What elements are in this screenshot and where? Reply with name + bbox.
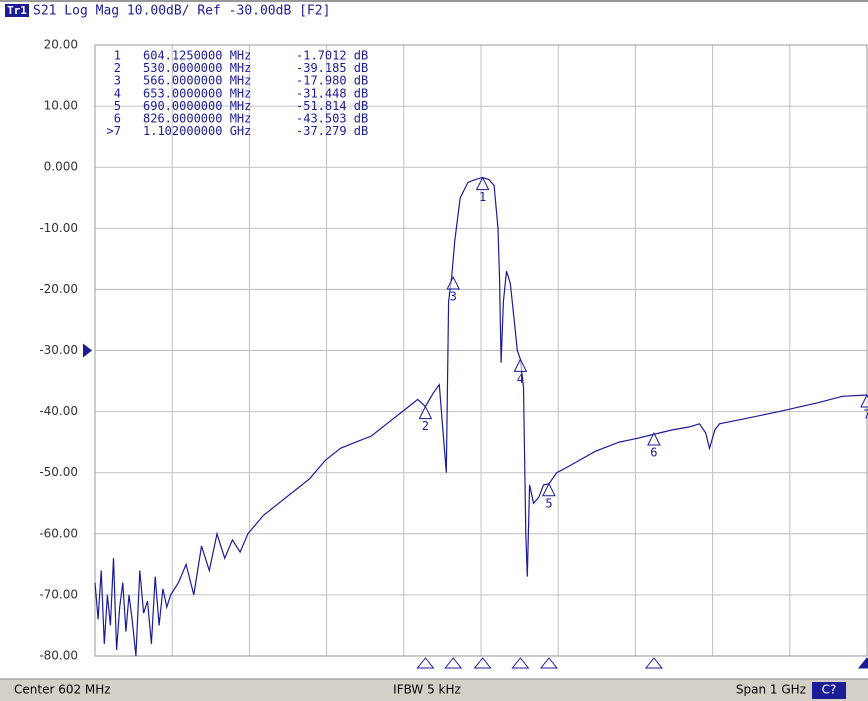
- marker-stimulus: [539, 657, 558, 669]
- y-tick-label: -60.00: [39, 526, 78, 540]
- y-tick-label: -30.00: [39, 343, 78, 357]
- marker: [647, 431, 661, 446]
- marker-list-frequency: 530.0000000 MHz: [143, 61, 251, 75]
- marker-list-id: 1: [114, 49, 121, 63]
- marker-label: 7: [863, 407, 868, 421]
- marker-label: 5: [545, 496, 552, 510]
- trace-badge: [5, 4, 29, 17]
- marker-list-frequency: 653.0000000 MHz: [143, 86, 251, 100]
- marker: [542, 482, 556, 497]
- marker-list-value: -43.503 dB: [296, 112, 368, 126]
- y-tick-label: 20.00: [44, 38, 78, 52]
- marker-list-frequency: 604.1250000 MHz: [143, 49, 251, 63]
- marker-list-frequency: 690.0000000 MHz: [143, 99, 251, 113]
- marker-stimulus: [473, 657, 492, 669]
- ifbw: IFBW 5 kHz: [393, 683, 461, 697]
- y-tick-label: 0.000: [44, 160, 78, 174]
- y-tick-label: -80.00: [39, 649, 78, 663]
- trace-settings: S21 Log Mag 10.00dB/ Ref -30.00dB [F2]: [33, 4, 330, 19]
- marker-stimulus: [416, 657, 435, 669]
- marker-label: 6: [650, 446, 657, 460]
- marker-list-id: 2: [114, 61, 121, 75]
- center-frequency: Center 602 MHz: [14, 683, 111, 697]
- marker-list-value: -17.980 dB: [296, 74, 368, 88]
- marker-list-value: -1.7012 dB: [296, 49, 368, 63]
- marker-list-id: 4: [114, 86, 121, 100]
- marker-label: 4: [517, 372, 524, 386]
- marker-list-id: >7: [107, 124, 121, 138]
- marker-list-value: -37.279 dB: [296, 124, 368, 138]
- y-tick-label: -50.00: [39, 465, 78, 479]
- marker: [475, 176, 490, 191]
- marker: [513, 358, 528, 372]
- y-tick-label: -40.00: [39, 404, 78, 418]
- plot-frame: [94, 44, 868, 657]
- marker-list-value: -39.185 dB: [296, 61, 368, 75]
- marker: [446, 275, 461, 290]
- marker-list-id: 3: [114, 74, 121, 88]
- marker-list-value: -51.814 dB: [296, 99, 368, 113]
- marker-list-id: 6: [114, 112, 121, 126]
- trace: [94, 176, 868, 657]
- marker-list-value: -31.448 dB: [296, 86, 368, 100]
- marker-list-frequency: 826.0000000 MHz: [143, 112, 251, 126]
- marker-list-frequency: 1.102000000 GHz: [143, 124, 251, 138]
- marker-list-frequency: 566.0000000 MHz: [143, 74, 251, 88]
- marker: [418, 405, 433, 420]
- marker-label: 3: [450, 290, 457, 304]
- marker-stimulus: [511, 657, 530, 669]
- cal-badge: [812, 682, 846, 699]
- marker-list-id: 5: [114, 99, 121, 113]
- reference-arrow: [83, 343, 92, 358]
- marker-stimulus: [444, 657, 463, 669]
- trace-id: Tr1: [7, 4, 27, 17]
- span: Span 1 GHz: [736, 683, 806, 697]
- y-tick-label: -70.00: [39, 587, 78, 601]
- marker-label: 1: [479, 190, 486, 204]
- y-tick-label: 10.00: [44, 99, 78, 113]
- status-bar: [0, 679, 868, 701]
- marker-stimulus: [644, 657, 663, 669]
- y-tick-label: -20.00: [39, 282, 78, 296]
- marker: [860, 393, 868, 408]
- y-tick-label: -10.00: [39, 221, 78, 235]
- cal-status: C?: [822, 683, 837, 697]
- marker-label: 2: [422, 419, 429, 433]
- marker-stimulus: [857, 657, 868, 669]
